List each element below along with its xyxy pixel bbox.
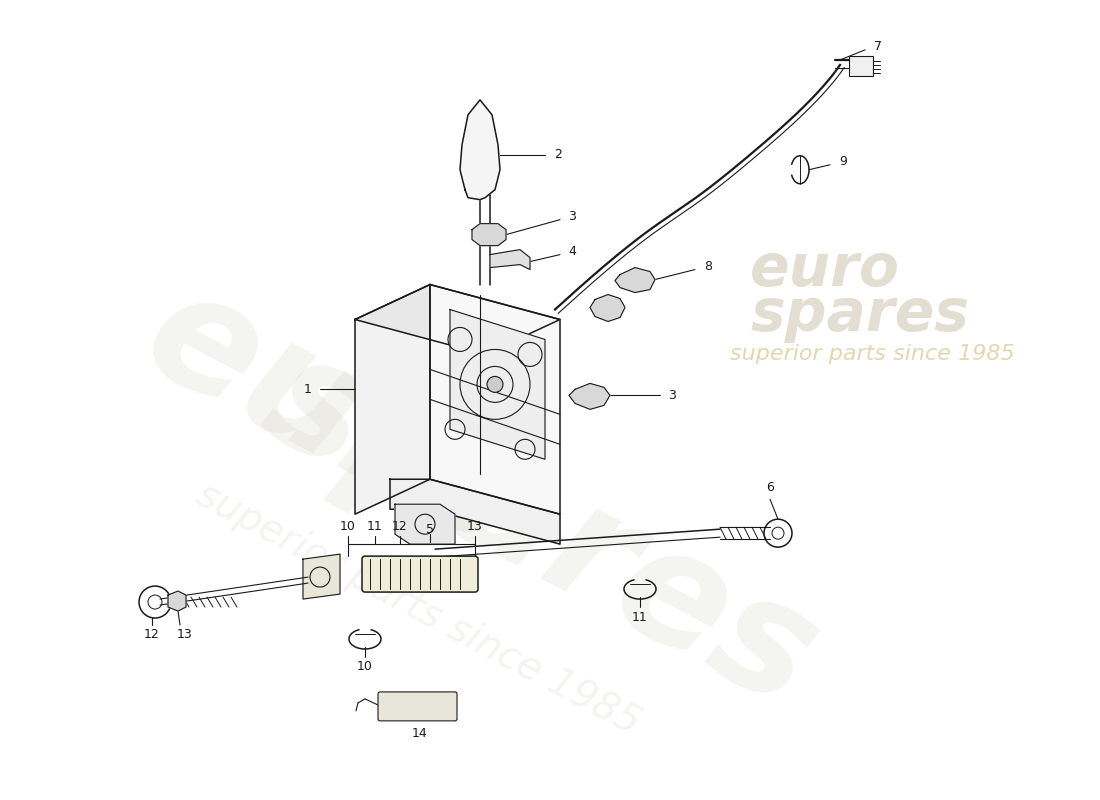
Text: 13: 13 — [177, 627, 192, 641]
Polygon shape — [450, 310, 544, 459]
Text: 12: 12 — [392, 520, 408, 533]
Text: 7: 7 — [874, 41, 882, 54]
Text: euro: euro — [750, 241, 900, 298]
Text: 3: 3 — [668, 389, 675, 402]
Polygon shape — [590, 294, 625, 322]
Text: superior parts since 1985: superior parts since 1985 — [190, 476, 647, 742]
Text: 11: 11 — [632, 610, 648, 623]
Polygon shape — [168, 591, 186, 611]
Polygon shape — [615, 267, 654, 293]
Text: euro: euro — [120, 254, 556, 584]
Text: 4: 4 — [568, 245, 576, 258]
Text: 13: 13 — [468, 520, 483, 533]
Text: 5: 5 — [426, 522, 434, 536]
Text: 10: 10 — [358, 661, 373, 674]
Polygon shape — [430, 285, 560, 514]
Text: spares: spares — [750, 286, 969, 343]
Polygon shape — [569, 383, 611, 410]
Polygon shape — [395, 504, 455, 544]
Text: 1: 1 — [304, 383, 312, 396]
Polygon shape — [355, 285, 430, 514]
Text: 10: 10 — [340, 520, 356, 533]
Text: 12: 12 — [144, 627, 159, 641]
FancyBboxPatch shape — [362, 556, 478, 592]
Polygon shape — [490, 250, 530, 270]
Polygon shape — [390, 479, 560, 544]
Text: 14: 14 — [412, 727, 428, 740]
FancyBboxPatch shape — [378, 692, 456, 721]
Polygon shape — [460, 100, 500, 200]
Text: superior parts since 1985: superior parts since 1985 — [730, 345, 1014, 365]
Text: 11: 11 — [367, 520, 383, 533]
Text: spares: spares — [240, 320, 843, 738]
Polygon shape — [355, 285, 560, 354]
Text: 3: 3 — [568, 210, 576, 223]
Text: 2: 2 — [554, 148, 562, 162]
Text: 8: 8 — [704, 260, 712, 273]
Polygon shape — [302, 554, 340, 599]
FancyBboxPatch shape — [849, 56, 873, 76]
Text: 9: 9 — [839, 155, 847, 168]
Circle shape — [487, 377, 503, 392]
Text: 6: 6 — [766, 481, 774, 494]
Polygon shape — [472, 224, 506, 246]
